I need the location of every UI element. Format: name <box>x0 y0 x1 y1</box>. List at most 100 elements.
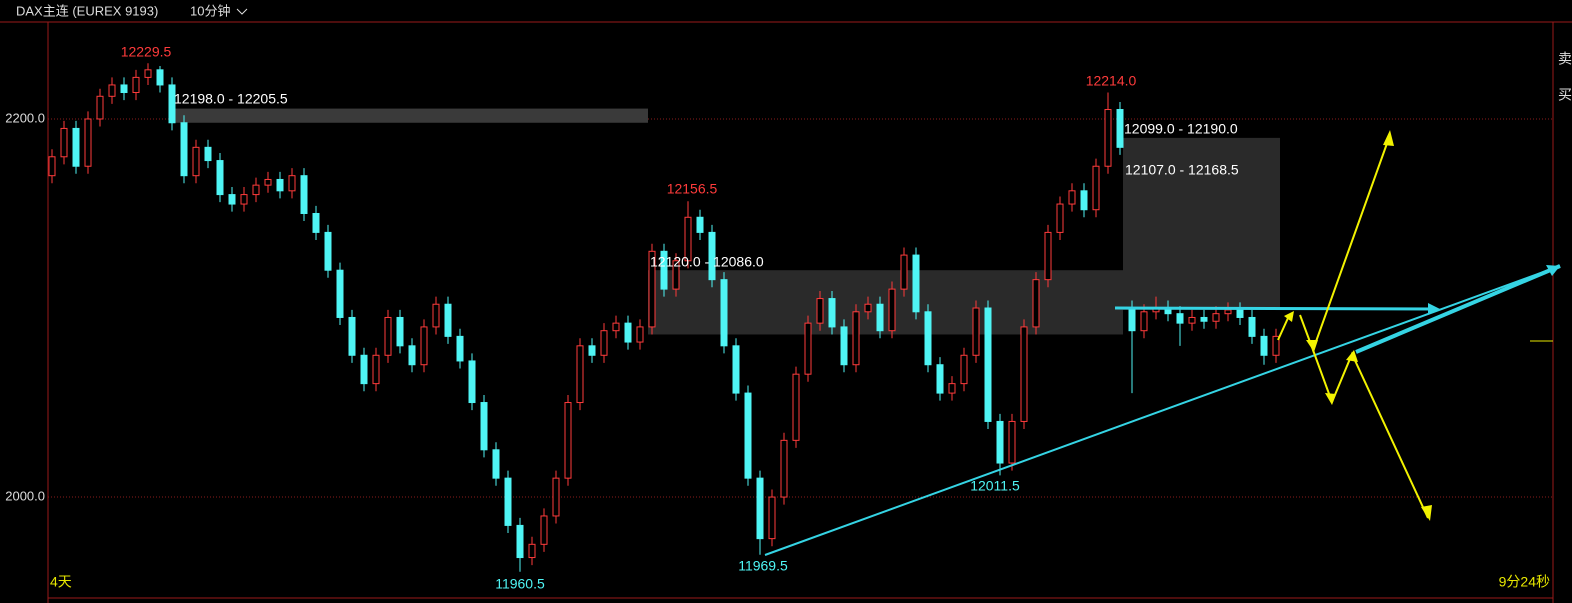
candle-body <box>504 477 512 526</box>
candle-body <box>1188 316 1196 324</box>
candle-body <box>60 127 68 158</box>
candle-body <box>924 311 932 366</box>
candle-body <box>540 515 548 545</box>
candle-body <box>264 178 272 186</box>
resistance-arrow <box>1428 303 1440 315</box>
candle-body <box>816 298 824 324</box>
candle-body <box>1200 316 1208 322</box>
candle-body <box>804 322 812 375</box>
candle-body <box>1044 231 1052 281</box>
candle-body <box>768 496 776 540</box>
candle-body <box>1260 335 1268 356</box>
annotation: 12156.5 <box>667 181 718 197</box>
trend-line <box>764 265 1561 556</box>
candle-body <box>1092 165 1100 211</box>
candle-body <box>216 160 224 196</box>
candle-body <box>1032 279 1040 328</box>
candle-body <box>204 146 212 162</box>
candle-body <box>1080 190 1088 211</box>
candle-body <box>132 76 140 94</box>
candle-body <box>792 373 800 441</box>
candle-body <box>552 477 560 517</box>
candle-body <box>120 84 128 94</box>
candle-body <box>1128 307 1136 332</box>
candle-body <box>984 307 992 422</box>
candle-body <box>1224 309 1232 315</box>
candle-body <box>180 122 188 177</box>
candle-body <box>408 345 416 366</box>
candle-body <box>384 316 392 356</box>
arrow-head <box>1284 311 1294 322</box>
candle-body <box>348 316 356 356</box>
candle-body <box>756 477 764 540</box>
candle-body <box>144 69 152 78</box>
arrow-head <box>1383 130 1394 146</box>
candle-body <box>720 279 728 347</box>
zone-label: 12198.0 - 12205.5 <box>174 91 288 107</box>
arrow-head <box>1306 340 1318 352</box>
candle-body <box>492 449 500 479</box>
candle-body <box>72 127 80 167</box>
annotation: 12107.0 - 12168.5 <box>1125 162 1239 178</box>
candle-body <box>948 383 956 394</box>
period-dropdown[interactable] <box>236 8 248 15</box>
candle-body <box>1116 109 1124 148</box>
zone-label: 12099.0 - 12190.0 <box>1124 121 1238 137</box>
annotation: 12011.5 <box>970 478 1020 494</box>
candle-body <box>312 212 320 233</box>
candle-body <box>960 354 968 385</box>
down-path <box>1312 349 1429 519</box>
zone <box>648 270 1123 335</box>
y-tick-label: 2000.0 <box>5 488 45 503</box>
candle-body <box>252 184 260 196</box>
candle-body <box>516 524 524 559</box>
period[interactable]: 10分钟 <box>190 3 230 18</box>
candle-body <box>936 364 944 394</box>
candle-body <box>888 288 896 332</box>
candle-body <box>876 303 884 332</box>
candle-body <box>432 303 440 328</box>
candle-body <box>468 360 476 404</box>
candle-body <box>600 330 608 356</box>
candle-body <box>1248 316 1256 337</box>
candle-body <box>996 420 1004 464</box>
zone <box>172 108 648 123</box>
candle-body <box>168 84 176 124</box>
candle-body <box>1212 313 1220 322</box>
candle-body <box>852 311 860 366</box>
annotation: 11960.5 <box>495 576 545 592</box>
candle-body <box>396 316 404 347</box>
candle-body <box>1176 313 1184 324</box>
candle-body <box>1272 335 1280 356</box>
candle-body <box>324 231 332 271</box>
buy-label[interactable]: 买 <box>1558 87 1572 103</box>
candle-body <box>372 354 380 385</box>
zone <box>1123 137 1280 310</box>
candle-body <box>588 345 596 356</box>
y-tick-label: 2200.0 <box>5 110 45 125</box>
candle-body <box>360 354 368 385</box>
candle-body <box>648 250 656 328</box>
candle-body <box>228 194 236 205</box>
candle-body <box>528 543 536 559</box>
sell-label[interactable]: 卖 <box>1558 51 1572 67</box>
candle-body <box>156 69 164 86</box>
candle-body <box>84 118 92 167</box>
candle-body <box>912 254 920 313</box>
candle-body <box>840 326 848 366</box>
candle-body <box>636 326 644 343</box>
candle-body <box>480 402 488 451</box>
candle-body <box>828 298 836 328</box>
candle-body <box>1020 326 1028 422</box>
range-label: 4天 <box>50 574 72 590</box>
candle-body <box>744 392 752 479</box>
resistance-line <box>1114 306 1436 311</box>
trend-line-thick <box>1355 264 1561 354</box>
candle-body <box>900 254 908 290</box>
candle-body <box>300 175 308 214</box>
annotation: 11969.5 <box>738 558 788 574</box>
candle-body <box>576 345 584 404</box>
candle-body <box>660 250 668 290</box>
